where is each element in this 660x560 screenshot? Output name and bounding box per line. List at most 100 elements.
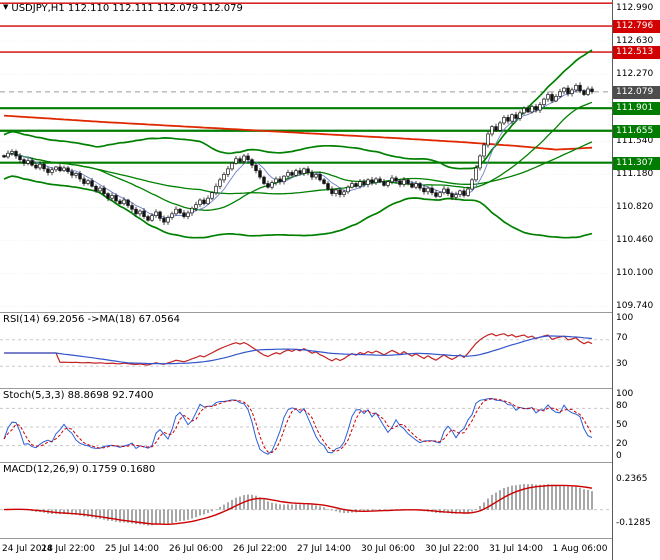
candle — [570, 89, 574, 94]
candle — [398, 180, 402, 185]
candle — [338, 189, 342, 195]
candle — [66, 167, 70, 172]
price-tick-label: 100 — [616, 313, 634, 323]
price-tick-label: 111.180 — [616, 169, 654, 180]
candle — [354, 183, 358, 187]
time-axis-label: 30 Jul 06:00 — [361, 544, 415, 554]
bollinger-middle-line — [3, 141, 593, 195]
candle — [170, 213, 174, 218]
candle — [26, 160, 30, 164]
price-tick-label: 110.100 — [616, 268, 654, 279]
candle — [426, 187, 430, 193]
macd-label: MACD(12,26,9) 0.1759 0.1680 — [3, 464, 156, 475]
candle — [130, 205, 134, 210]
candle — [214, 185, 218, 194]
candle — [86, 180, 90, 184]
candle — [330, 188, 334, 194]
candle — [10, 151, 14, 154]
chart-symbol: USDJPY,H1 — [11, 3, 65, 14]
candle — [218, 179, 222, 187]
fast-ma-line — [3, 89, 593, 219]
candle — [578, 84, 582, 92]
candle — [14, 151, 18, 157]
candle — [262, 176, 266, 184]
candle — [434, 192, 438, 197]
time-axis-label: 26 Jul 22:00 — [233, 544, 287, 554]
time-axis[interactable]: 24 Jul 2018 24 Jul 22:00 25 Jul 14:00 26 Ju… — [0, 538, 612, 560]
candle — [446, 188, 450, 194]
price-level-tag: 112.796 — [613, 20, 660, 34]
candle — [382, 181, 386, 186]
candle — [38, 163, 42, 169]
time-axis-label: 30 Jul 22:00 — [425, 544, 479, 554]
candle — [562, 87, 566, 93]
candle — [350, 183, 354, 188]
candle — [310, 172, 314, 178]
candle — [430, 187, 434, 194]
candle — [410, 183, 414, 188]
candle — [550, 94, 554, 102]
candle — [198, 199, 202, 205]
candle — [306, 168, 310, 173]
price-tick-label: 110.460 — [616, 235, 654, 246]
candle — [558, 91, 562, 97]
candle — [266, 183, 270, 188]
main-chart-panel: ▼ USDJPY,H1 112.110 112.111 112.079 112.0… — [0, 0, 612, 312]
candle — [466, 188, 470, 196]
chart-menu-icon[interactable]: ▼ — [3, 3, 9, 11]
candle — [234, 158, 238, 164]
candle — [238, 158, 242, 162]
candle — [422, 187, 426, 193]
candle — [210, 192, 214, 199]
rsi-label: RSI(14) 69.2056 ->MA(18) 67.0564 — [3, 314, 180, 325]
candle — [546, 94, 550, 100]
price-tick-label: 111.540 — [616, 136, 654, 147]
candle — [386, 181, 390, 186]
time-axis-label: 24 Jul 2018 — [2, 544, 53, 554]
macd-canvas[interactable] — [0, 464, 612, 539]
candle — [346, 186, 350, 193]
price-tick-label: 100 — [616, 389, 634, 399]
candle — [154, 211, 158, 216]
candle — [78, 173, 82, 180]
candle — [286, 172, 290, 177]
candle — [402, 179, 406, 185]
candle — [486, 133, 490, 146]
stoch-d-line — [3, 398, 593, 454]
price-tick-label: 50 — [616, 420, 628, 430]
candle — [22, 159, 26, 164]
candle — [554, 96, 558, 102]
candle — [110, 195, 114, 199]
time-axis-label: 25 Jul 14:00 — [105, 544, 159, 554]
candle — [318, 174, 322, 181]
candle — [502, 117, 506, 124]
candle — [506, 117, 510, 122]
candle — [226, 168, 230, 175]
price-tick-label: 109.740 — [616, 301, 654, 312]
candle — [566, 87, 570, 94]
candle — [282, 175, 286, 183]
candle — [2, 155, 6, 158]
chart-ohlc: 112.110 112.111 112.079 112.079 — [67, 3, 243, 14]
price-tick-label: 20 — [616, 438, 628, 449]
candle — [98, 187, 102, 192]
candle — [54, 166, 58, 171]
candle — [254, 164, 258, 172]
candle — [490, 126, 494, 135]
candle — [458, 190, 462, 195]
candle — [326, 183, 330, 190]
time-axis-label: 27 Jul 14:00 — [297, 544, 351, 554]
price-level-tag: 111.655 — [613, 124, 660, 138]
candle — [18, 155, 22, 161]
stochastic-canvas[interactable] — [0, 390, 612, 463]
candle — [258, 170, 262, 178]
candle — [146, 216, 150, 221]
candle — [118, 200, 122, 205]
main-chart-canvas[interactable] — [0, 0, 612, 312]
candle — [6, 152, 10, 158]
chart-title: ▼ USDJPY,H1 112.110 112.111 112.079 112.0… — [3, 1, 243, 15]
price-axis[interactable]: 112.990 112.630 112.270 111.540 111.180 110.8… — [612, 0, 660, 560]
rsi-canvas[interactable] — [0, 314, 612, 389]
candle — [374, 178, 378, 183]
